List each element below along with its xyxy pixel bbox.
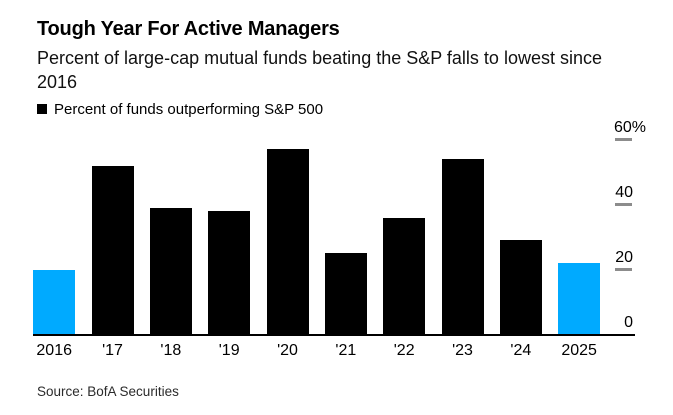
bar-2025 [558,263,601,335]
bar-23 [441,159,484,335]
bar-19 [208,211,251,335]
y-axis-label-40: 40 [615,183,633,201]
y-tick-60 [615,138,632,141]
x-axis-label-2016: 2016 [36,342,72,359]
y-axis-label-20: 20 [615,248,633,266]
bar-20 [266,149,309,335]
bar-18 [149,207,192,335]
x-axis-label-2025: 2025 [561,342,597,359]
y-axis-label-60: 60% [613,118,646,136]
x-axis-label-22: '22 [393,342,415,359]
x-axis-line [33,333,635,336]
legend-label: Percent of funds outperforming S&P 500 [54,100,324,118]
y-tick-40 [615,203,632,206]
bar-24 [499,240,542,335]
bar-22 [383,217,426,335]
chart-title: Tough Year For Active Managers [37,18,340,40]
x-axis-label-24: '24 [510,342,532,359]
legend: Percent of funds outperforming S&P 500 [37,100,324,118]
bar-2016 [33,269,76,335]
y-axis-label-0: 0 [624,313,633,331]
y-tick-20 [615,268,632,271]
x-axis-label-20: '20 [277,342,298,359]
x-axis-label-19: '19 [218,342,240,359]
legend-swatch-icon [37,104,47,114]
x-axis-label-17: '17 [102,342,123,359]
bar-21 [324,253,367,335]
x-axis-label-21: '21 [335,342,357,359]
bar-17 [91,165,134,335]
chart-subtitle: Percent of large-cap mutual funds beatin… [37,48,602,92]
x-axis-label-18: '18 [160,342,182,359]
source-line: Source: BofA Securities [37,384,179,399]
x-axis-label-23: '23 [452,342,473,359]
